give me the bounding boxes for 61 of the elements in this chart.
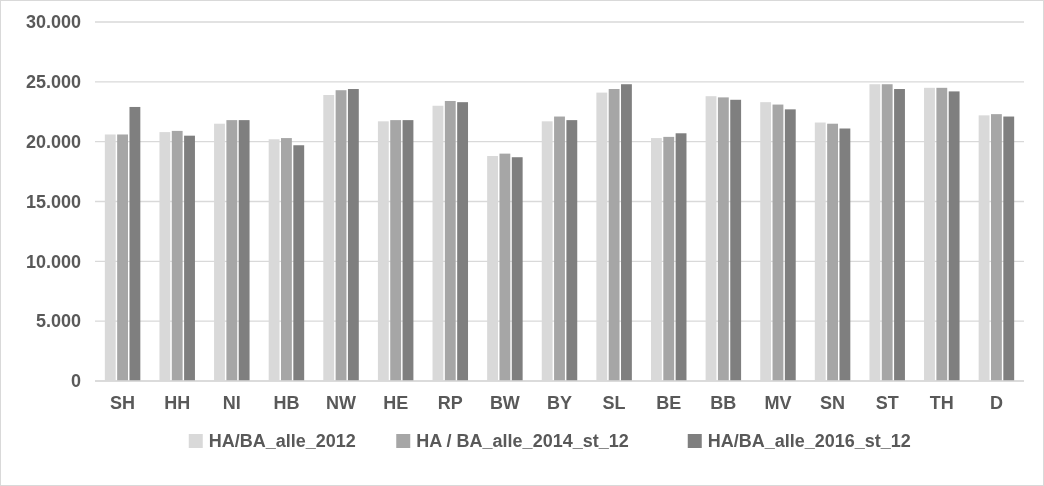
- x-tick-label: NW: [326, 393, 357, 413]
- x-tick-label: HH: [164, 393, 191, 413]
- y-tick-label: 25.000: [25, 72, 81, 93]
- bar: [675, 133, 687, 381]
- bar: [784, 109, 796, 381]
- x-tick-label: BW: [489, 393, 520, 413]
- bar: [184, 135, 195, 381]
- bar: [238, 120, 250, 381]
- legend-label: HA / BA_alle_2014_st_12: [416, 431, 629, 452]
- bar: [129, 106, 141, 381]
- x-tick-label: SN: [820, 393, 846, 413]
- bar: [335, 90, 347, 381]
- bar: [1003, 116, 1015, 381]
- x-tick-label: MV: [764, 393, 792, 413]
- bar: [881, 84, 893, 381]
- bar: [511, 157, 523, 381]
- x-tick-label: RP: [437, 393, 463, 413]
- bar: [663, 136, 675, 381]
- x-tick-label: HB: [273, 393, 300, 413]
- y-tick-label: 15.000: [25, 191, 81, 212]
- x-tick-label: ST: [875, 393, 899, 413]
- bar: [772, 104, 784, 381]
- x-tick-label: BB: [710, 393, 737, 413]
- y-tick-label: 0: [70, 371, 81, 392]
- y-tick-label: 20.000: [25, 131, 81, 152]
- bar: [444, 100, 456, 381]
- legend-label: HA/BA_alle_2012: [208, 431, 356, 452]
- x-tick-label: SL: [602, 393, 626, 413]
- bar: [621, 84, 632, 381]
- bar: [171, 130, 183, 381]
- x-tick-label: HE: [383, 393, 409, 413]
- bar: [936, 87, 948, 381]
- bar: [991, 114, 1002, 381]
- x-tick-label: D: [989, 393, 1003, 413]
- bar: [390, 120, 402, 381]
- y-tick-label: 5.000: [35, 311, 81, 332]
- bar: [608, 89, 620, 381]
- x-tick-label: TH: [929, 393, 954, 413]
- bar: [948, 91, 960, 381]
- bar: [839, 128, 851, 381]
- bar: [717, 97, 729, 381]
- bar: [730, 99, 742, 381]
- bar: [293, 145, 305, 381]
- bar: [347, 89, 359, 381]
- bar: [894, 89, 905, 381]
- bar: [457, 102, 469, 381]
- bar: [499, 153, 511, 381]
- x-tick-label: SH: [110, 393, 136, 413]
- bar: [226, 120, 238, 381]
- x-tick-label: BY: [546, 393, 573, 413]
- bar: [554, 116, 565, 381]
- x-tick-label: NI: [222, 393, 241, 413]
- bar: [402, 120, 414, 381]
- legend-label: HA/BA_alle_2016_st_12: [707, 431, 911, 452]
- bar: [566, 120, 578, 381]
- x-tick-label: BE: [656, 393, 682, 413]
- y-tick-label: 10.000: [25, 251, 81, 272]
- bar: [827, 123, 838, 381]
- y-tick-label: 30.000: [25, 12, 81, 33]
- bar: [117, 134, 128, 381]
- bar: [281, 138, 292, 381]
